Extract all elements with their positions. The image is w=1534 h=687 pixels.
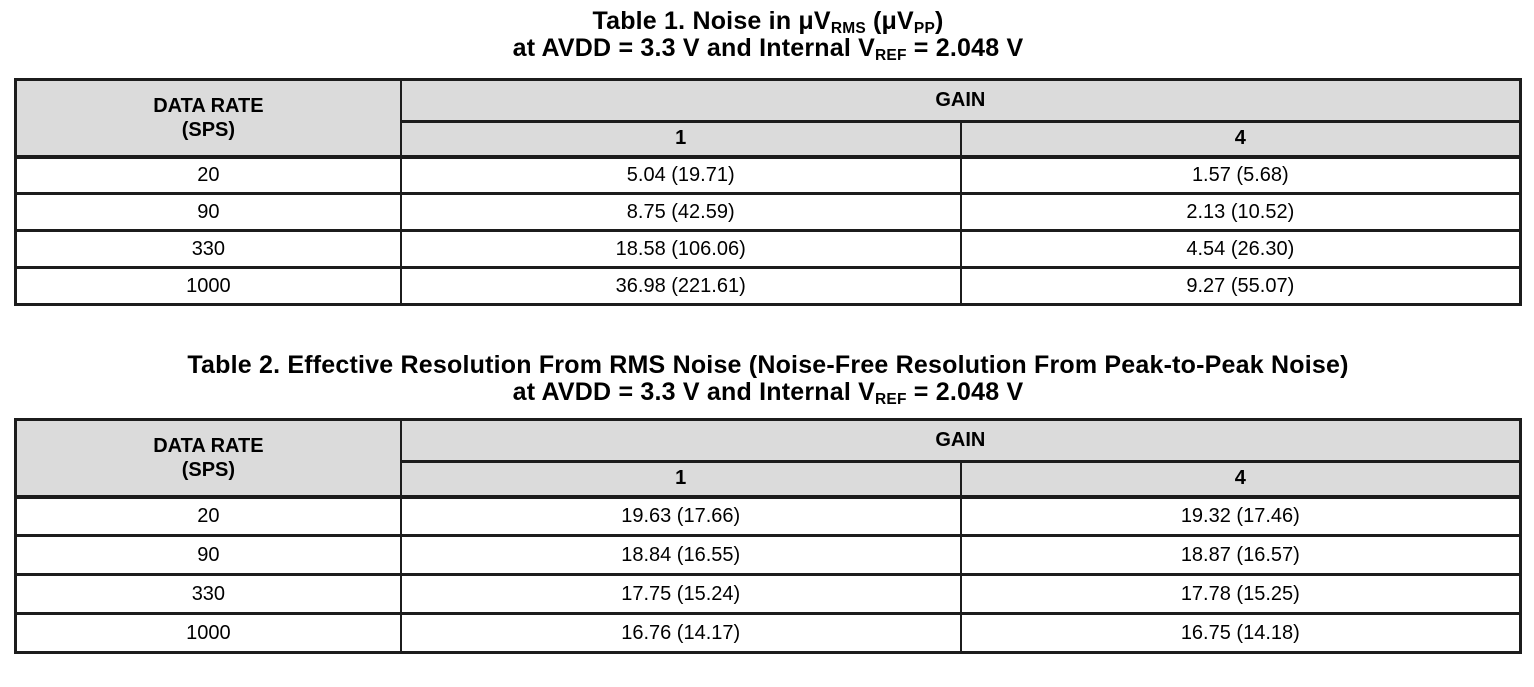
- table2-subtitle-text: = 2.048 V: [906, 378, 1024, 406]
- cell-resolution-gain4: 16.75 (14.18): [959, 612, 1522, 653]
- table-header-row: DATA RATE (SPS) GAIN: [14, 419, 1522, 498]
- cell-noise-gain4: 1.57 (5.68): [959, 154, 1522, 194]
- cell-noise-gain1: 18.58 (106.06): [399, 229, 962, 268]
- header-gain-4: 4: [959, 461, 1522, 497]
- subscript-pp: PP: [913, 19, 935, 37]
- table1-subtitle-line: at AVDD = 3.3 V and Internal VREF = 2.04…: [14, 34, 1522, 64]
- table1-title-line1: Table 1. Noise in μVRMS (μVPP): [14, 7, 1522, 37]
- header-data-rate-line1: DATA RATE: [153, 434, 264, 457]
- table-row: 90 8.75 (42.59) 2.13 (10.52): [14, 192, 1522, 231]
- cell-resolution-gain4: 18.87 (16.57): [959, 534, 1522, 575]
- table1-title-text: ): [934, 7, 944, 35]
- cell-data-rate: 90: [14, 192, 402, 231]
- datasheet-page: Table 1. Noise in μVRMS (μVPP) at AVDD =…: [14, 8, 1522, 654]
- cell-noise-gain4: 9.27 (55.07): [959, 266, 1522, 305]
- cell-resolution-gain4: 19.32 (17.46): [959, 494, 1522, 536]
- header-data-rate: DATA RATE (SPS): [14, 419, 402, 498]
- table-row: 330 17.75 (15.24) 17.78 (15.25): [14, 573, 1522, 614]
- cell-data-rate: 1000: [14, 266, 402, 305]
- cell-data-rate: 20: [14, 154, 402, 194]
- cell-resolution-gain4: 17.78 (15.25): [959, 573, 1522, 614]
- table-subheader-row: 1 4: [16, 461, 1522, 497]
- cell-noise-gain4: 4.54 (26.30): [959, 229, 1522, 268]
- table2-title-text: Table 2. Effective Resolution From RMS N…: [187, 351, 1349, 379]
- cell-noise-gain1: 5.04 (19.71): [399, 154, 962, 194]
- table2-subtitle-text: at AVDD = 3.3 V and Internal V: [512, 378, 876, 406]
- cell-noise-gain4: 2.13 (10.52): [959, 192, 1522, 231]
- table1-subtitle-text: at AVDD = 3.3 V and Internal V: [512, 34, 876, 62]
- header-gain: GAIN: [399, 79, 1522, 123]
- subscript-rms: RMS: [830, 19, 866, 37]
- cell-data-rate: 1000: [14, 612, 402, 653]
- table-row: 20 5.04 (19.71) 1.57 (5.68): [14, 154, 1522, 194]
- resolution-table: DATA RATE (SPS) GAIN 1 4 20 19.63 (17.66…: [14, 418, 1522, 654]
- header-data-rate-line1: DATA RATE: [153, 94, 264, 117]
- table-header-row: DATA RATE (SPS) GAIN: [14, 79, 1522, 158]
- table-row: 90 18.84 (16.55) 18.87 (16.57): [14, 534, 1522, 575]
- table-row: 20 19.63 (17.66) 19.32 (17.46): [14, 494, 1522, 536]
- table1-title: Table 1. Noise in μVRMS (μVPP) at AVDD =…: [14, 7, 1522, 64]
- table-row: 330 18.58 (106.06) 4.54 (26.30): [14, 229, 1522, 268]
- cell-data-rate: 90: [14, 534, 402, 575]
- cell-noise-gain1: 8.75 (42.59): [399, 192, 962, 231]
- table-row: 1000 16.76 (14.17) 16.75 (14.18): [14, 612, 1522, 653]
- cell-data-rate: 330: [14, 229, 402, 268]
- cell-noise-gain1: 36.98 (221.61): [399, 266, 962, 305]
- table2-subtitle-line: at AVDD = 3.3 V and Internal VREF = 2.04…: [14, 378, 1522, 408]
- cell-resolution-gain1: 18.84 (16.55): [399, 534, 962, 575]
- cell-data-rate: 20: [14, 494, 402, 536]
- header-data-rate: DATA RATE (SPS): [14, 79, 402, 158]
- subscript-ref: REF: [875, 390, 907, 408]
- cell-resolution-gain1: 19.63 (17.66): [399, 494, 962, 536]
- header-gain-4: 4: [959, 121, 1522, 157]
- cell-data-rate: 330: [14, 573, 402, 614]
- table-row: 1000 36.98 (221.61) 9.27 (55.07): [14, 266, 1522, 305]
- header-gain-1: 1: [399, 461, 962, 497]
- header-data-rate-line2: (SPS): [181, 458, 236, 481]
- header-data-rate-line2: (SPS): [181, 118, 236, 141]
- table2-title: Table 2. Effective Resolution From RMS N…: [14, 352, 1522, 408]
- subscript-ref: REF: [875, 46, 907, 64]
- noise-table: DATA RATE (SPS) GAIN 1 4 20 5.04 (19.71)…: [14, 78, 1522, 306]
- table1-title-text: (μV: [865, 7, 914, 35]
- table2-title-line1: Table 2. Effective Resolution From RMS N…: [14, 352, 1522, 379]
- header-gain: GAIN: [399, 419, 1522, 463]
- table-subheader-row: 1 4: [16, 121, 1522, 157]
- table1-subtitle-text: = 2.048 V: [906, 34, 1024, 62]
- header-gain-1: 1: [399, 121, 962, 157]
- cell-resolution-gain1: 17.75 (15.24): [399, 573, 962, 614]
- cell-resolution-gain1: 16.76 (14.17): [399, 612, 962, 653]
- table1-title-text: Table 1. Noise in μV: [592, 7, 831, 35]
